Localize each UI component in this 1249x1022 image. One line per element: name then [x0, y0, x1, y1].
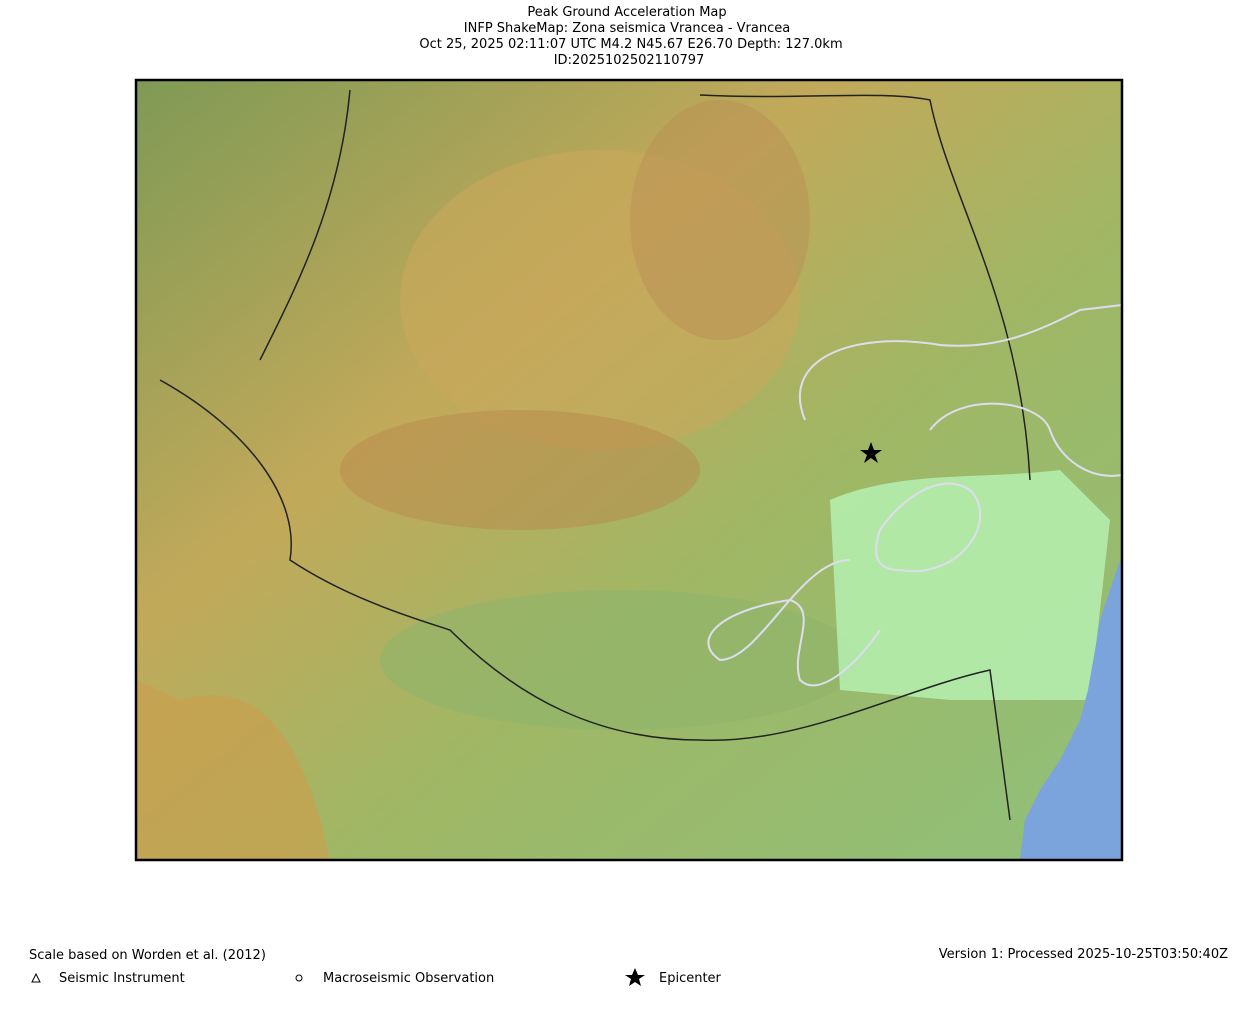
map-frame	[134, 78, 1124, 862]
event-info: Oct 25, 2025 02:11:07 UTC M4.2 N45.67 E2…	[419, 37, 842, 52]
legend-epicenter: Epicenter	[659, 971, 722, 986]
shaking-zone	[830, 470, 1110, 700]
lowland	[380, 590, 860, 730]
epicenter	[860, 442, 882, 463]
subtitle: INFP ShakeMap: Zona seismica Vrancea - V…	[464, 21, 790, 36]
version: Version 1: Processed 2025-10-25T03:50:40…	[939, 947, 1228, 962]
map-area	[136, 80, 1122, 860]
contour	[707, 482, 982, 687]
mountains	[136, 680, 330, 860]
sea	[1020, 555, 1122, 860]
mountains	[340, 410, 700, 530]
event-id: ID:2025102502110797	[554, 53, 705, 68]
title: Peak Ground Acceleration Map	[527, 5, 726, 20]
contour	[798, 304, 1122, 477]
border	[259, 89, 1031, 481]
epicenter-symbol	[625, 968, 645, 986]
mountains	[630, 100, 810, 340]
legend-instrument: Seismic Instrument	[59, 971, 185, 986]
border	[159, 379, 1011, 821]
instrument-symbol	[31, 972, 41, 983]
macroseismic-symbol	[295, 974, 303, 982]
scale-note: Scale based on Worden et al. (2012)	[29, 948, 266, 963]
legend-macroseismic: Macroseismic Observation	[323, 971, 494, 986]
